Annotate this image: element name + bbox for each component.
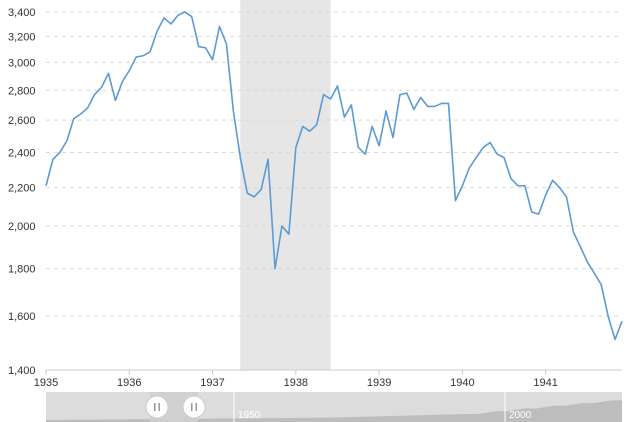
y-tick-label: 2,400 [8,147,36,159]
y-tick-label: 3,400 [8,7,36,19]
pause-bar [158,403,160,411]
navigator-history-area [46,400,622,422]
y-tick-label: 2,800 [8,85,36,97]
x-tick-label: 1941 [533,377,557,389]
y-tick-label: 2,000 [8,221,36,233]
y-axis: 1,400 1,600 1,800 2,000 2,200 2,400 2,600 2,800… [8,7,36,377]
series-line [45,11,623,341]
navigator-label: 1950 [238,410,261,421]
pause-bar [191,403,193,411]
y-tick-label: 3,200 [8,31,36,43]
recession-shading-layer [240,0,331,370]
y-tick-label: 1,400 [8,365,36,377]
pause-bar [154,403,156,411]
navigator-label: 2000 [509,410,532,421]
y-tick-label: 3,000 [8,57,36,69]
navigator-handle[interactable] [182,395,206,419]
recession-band [240,0,331,370]
series-layer [45,11,623,341]
handle-circle[interactable] [145,395,169,419]
x-tick-label: 1935 [34,377,58,389]
navigator-handle[interactable] [145,395,169,419]
x-tick-label: 1936 [117,377,141,389]
x-tick-label: 1940 [450,377,474,389]
range-navigator[interactable]: 1950 2000 [46,392,622,422]
pause-bars-icon [191,403,197,411]
x-tick-label: 1937 [200,377,224,389]
pause-bar [195,403,197,411]
y-tick-label: 1,800 [8,264,36,276]
y-tick-label: 2,600 [8,115,36,127]
x-axis: 1935 1936 1937 1938 1939 1940 1941 [34,369,622,389]
handle-circle[interactable] [182,395,206,419]
pause-bars-icon [154,403,160,411]
gridlines [46,11,622,317]
y-tick-label: 2,200 [8,183,36,195]
x-tick-label: 1938 [284,377,308,389]
y-tick-label: 1,600 [8,311,36,323]
x-tick-label: 1939 [367,377,391,389]
